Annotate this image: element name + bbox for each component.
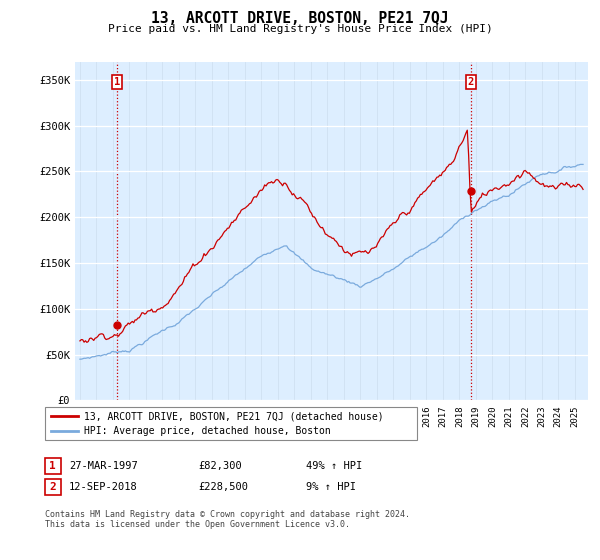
Text: 12-SEP-2018: 12-SEP-2018 (69, 482, 138, 492)
Text: 13, ARCOTT DRIVE, BOSTON, PE21 7QJ: 13, ARCOTT DRIVE, BOSTON, PE21 7QJ (151, 11, 449, 26)
Text: Contains HM Land Registry data © Crown copyright and database right 2024.
This d: Contains HM Land Registry data © Crown c… (45, 510, 410, 529)
Text: HPI: Average price, detached house, Boston: HPI: Average price, detached house, Bost… (84, 427, 331, 436)
Text: 9% ↑ HPI: 9% ↑ HPI (306, 482, 356, 492)
Text: 13, ARCOTT DRIVE, BOSTON, PE21 7QJ (detached house): 13, ARCOTT DRIVE, BOSTON, PE21 7QJ (deta… (84, 411, 383, 421)
Text: £228,500: £228,500 (198, 482, 248, 492)
Text: 2: 2 (49, 482, 56, 492)
Text: 1: 1 (113, 77, 120, 87)
Text: 2: 2 (468, 77, 474, 87)
Text: 49% ↑ HPI: 49% ↑ HPI (306, 461, 362, 471)
Text: Price paid vs. HM Land Registry's House Price Index (HPI): Price paid vs. HM Land Registry's House … (107, 24, 493, 34)
Text: £82,300: £82,300 (198, 461, 242, 471)
Text: 27-MAR-1997: 27-MAR-1997 (69, 461, 138, 471)
Text: 1: 1 (49, 461, 56, 471)
